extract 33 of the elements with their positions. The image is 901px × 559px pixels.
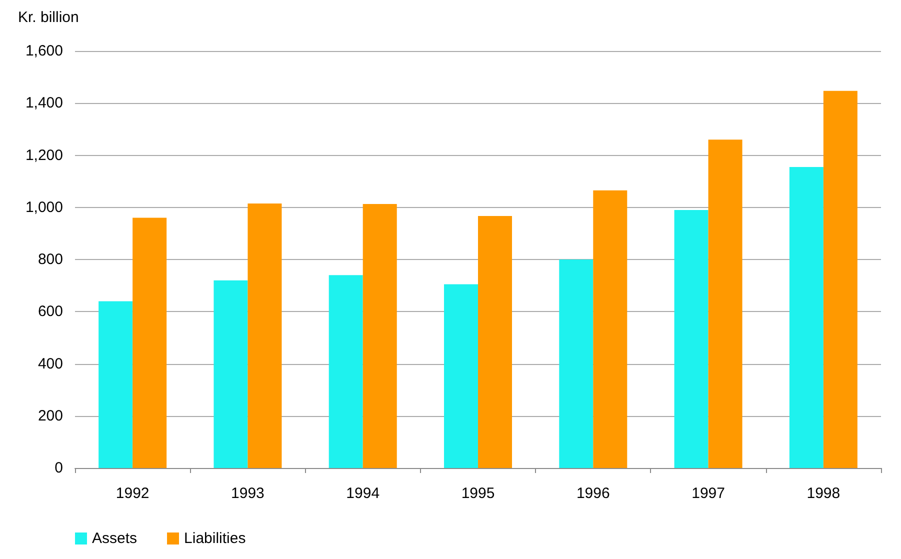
x-tick-label: 1997 (692, 485, 725, 502)
y-tick-label: 400 (38, 355, 63, 372)
bar (708, 140, 742, 468)
bar (789, 166, 824, 468)
x-tick-label: 1998 (806, 485, 840, 502)
bar (593, 190, 628, 468)
y-tick-label: 600 (38, 303, 63, 320)
y-tick-label: 1,600 (25, 42, 63, 60)
y-tick-label: 1,400 (25, 94, 63, 112)
bar (478, 216, 512, 468)
bar (328, 275, 363, 468)
y-tick-label: 0 (54, 460, 63, 476)
y-axis-title: Kr. billion (18, 9, 79, 26)
y-tick-label: 1,200 (25, 146, 63, 164)
legend-label: Liabilities (184, 530, 246, 547)
x-tick-label: 1993 (231, 485, 264, 502)
bar (132, 218, 167, 468)
x-tick-label: 1996 (576, 485, 610, 502)
bar (214, 280, 248, 468)
bar (823, 90, 858, 468)
x-tick-label: 1995 (461, 485, 495, 502)
bar (444, 284, 478, 468)
legend-label: Assets (92, 530, 138, 547)
y-tick-label: 200 (38, 407, 63, 424)
bar (559, 260, 594, 468)
x-tick-label: 1994 (346, 485, 380, 502)
y-tick-label: 1,000 (25, 198, 63, 216)
bar (674, 210, 708, 468)
bar (362, 204, 397, 468)
bar (98, 301, 133, 468)
y-tick-label: 800 (38, 251, 63, 268)
bar (248, 203, 282, 468)
x-tick-label: 1992 (116, 485, 150, 502)
